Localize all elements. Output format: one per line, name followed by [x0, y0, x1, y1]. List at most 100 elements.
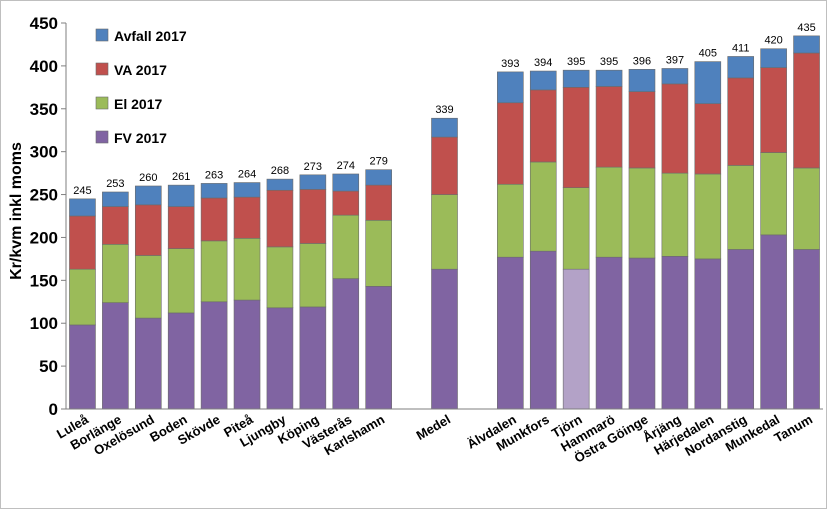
bar-segment: [727, 165, 755, 250]
bar-segment: [760, 152, 787, 236]
bar-segment: [332, 214, 360, 279]
bar-segment: [332, 278, 360, 410]
bar-segment: [661, 68, 689, 85]
legend-label: FV 2017: [114, 130, 167, 146]
y-axis-label: Kr/kvm inkl moms: [8, 142, 25, 280]
y-tick-label: 50: [39, 357, 58, 376]
y-tick-label: 100: [30, 314, 58, 333]
bar-segment: [299, 174, 327, 190]
bar-segment: [167, 248, 195, 314]
bar-segment: [727, 77, 755, 166]
bar-segment: [167, 206, 195, 249]
total-data-label: 263: [205, 169, 223, 181]
x-tick-label: Tanum: [771, 412, 815, 446]
bar-segment: [661, 172, 689, 257]
total-data-label: 394: [534, 57, 552, 69]
bar-segment: [102, 244, 129, 303]
bar-segment: [595, 256, 623, 410]
total-data-label: 395: [567, 56, 585, 68]
bar-segment: [365, 169, 392, 186]
bar-segment: [365, 184, 392, 221]
y-tick-label: 150: [30, 271, 58, 290]
bar-segment: [299, 189, 327, 244]
bar-segment: [266, 178, 294, 191]
total-data-label: 339: [435, 104, 453, 116]
bar-segment: [562, 69, 590, 88]
bar-segment: [727, 56, 755, 79]
legend-label: VA 2017: [114, 62, 167, 78]
total-data-label: 261: [172, 171, 190, 183]
bar-segment: [266, 246, 294, 309]
bar-segment: [167, 312, 195, 410]
bar-segment: [431, 194, 458, 270]
bar-segment: [497, 71, 524, 104]
bar-segment: [793, 35, 820, 54]
bar-segment: [562, 187, 590, 270]
bar-segment: [200, 240, 228, 303]
bar-segment: [233, 238, 261, 301]
total-data-label: 397: [666, 54, 684, 66]
bar-segment: [793, 249, 820, 410]
total-data-label: 253: [106, 178, 124, 190]
bar-segment: [167, 184, 195, 207]
bar-segment: [69, 324, 96, 410]
bar-segment: [595, 86, 623, 168]
legend-swatch: [95, 62, 109, 76]
bar-segment: [628, 167, 656, 259]
bar-segment: [529, 250, 557, 410]
bar-segment: [497, 102, 524, 185]
legend-swatch: [95, 96, 109, 110]
y-tick-label: 250: [30, 186, 58, 205]
bar-segment: [134, 255, 162, 319]
total-data-label: 260: [139, 172, 157, 184]
legend-swatch: [95, 130, 109, 144]
bar-segment: [628, 69, 656, 92]
axes: [65, 23, 823, 410]
bar-segment: [694, 258, 722, 410]
total-labels: 245 253 260 261 263 264 268 273 274 279 339 393 394 3…: [73, 22, 815, 197]
bar-segment: [200, 301, 228, 410]
total-data-label: 405: [699, 48, 717, 60]
bar-segment: [134, 185, 162, 206]
y-tick-label: 350: [30, 100, 58, 119]
y-axis-ticks: 0 50 100 150 200 250 300 350 400 450: [30, 14, 66, 419]
bar-segment: [694, 61, 722, 104]
bar-segment: [661, 256, 689, 410]
bar-segment: [760, 48, 787, 68]
bar-segment: [365, 286, 392, 410]
bar-segment: [299, 306, 327, 410]
bar-segment: [529, 161, 557, 252]
bar-segment: [233, 196, 261, 239]
legend-label: El 2017: [114, 96, 162, 112]
bar-segment: [727, 249, 755, 410]
bar-segment: [595, 166, 623, 258]
legend: Avfall 2017 VA 2017 El 2017 FV 2017: [95, 28, 187, 146]
bar-segment: [299, 243, 327, 308]
bar-segment: [431, 268, 458, 410]
bar-segment: [497, 183, 524, 258]
total-data-label: 268: [271, 165, 289, 177]
bar-segment: [694, 173, 722, 260]
bar-segment: [332, 190, 360, 216]
total-data-label: 396: [633, 55, 651, 67]
bar-segment: [529, 89, 557, 163]
total-data-label: 274: [337, 160, 355, 172]
bar-segment: [793, 52, 820, 169]
legend-swatch: [95, 28, 109, 42]
bar-segment: [102, 302, 129, 410]
x-axis-ticks: LuleåBorlängeOxelösundBodenSkövdePiteåLj…: [54, 411, 815, 466]
x-tick-label: Medel: [414, 412, 453, 443]
bar-segment: [562, 268, 590, 410]
y-tick-label: 450: [30, 14, 58, 33]
total-data-label: 264: [238, 169, 256, 181]
bar-segment: [793, 167, 820, 250]
bar-segment: [69, 215, 96, 270]
bar-segment: [134, 317, 162, 410]
bar-segment: [760, 234, 787, 410]
bar-segment: [102, 191, 129, 207]
y-tick-label: 400: [30, 57, 58, 76]
bar-segment: [431, 117, 458, 138]
total-data-label: 245: [73, 185, 91, 197]
bar-segment: [266, 189, 294, 248]
bar-segment: [562, 87, 590, 188]
